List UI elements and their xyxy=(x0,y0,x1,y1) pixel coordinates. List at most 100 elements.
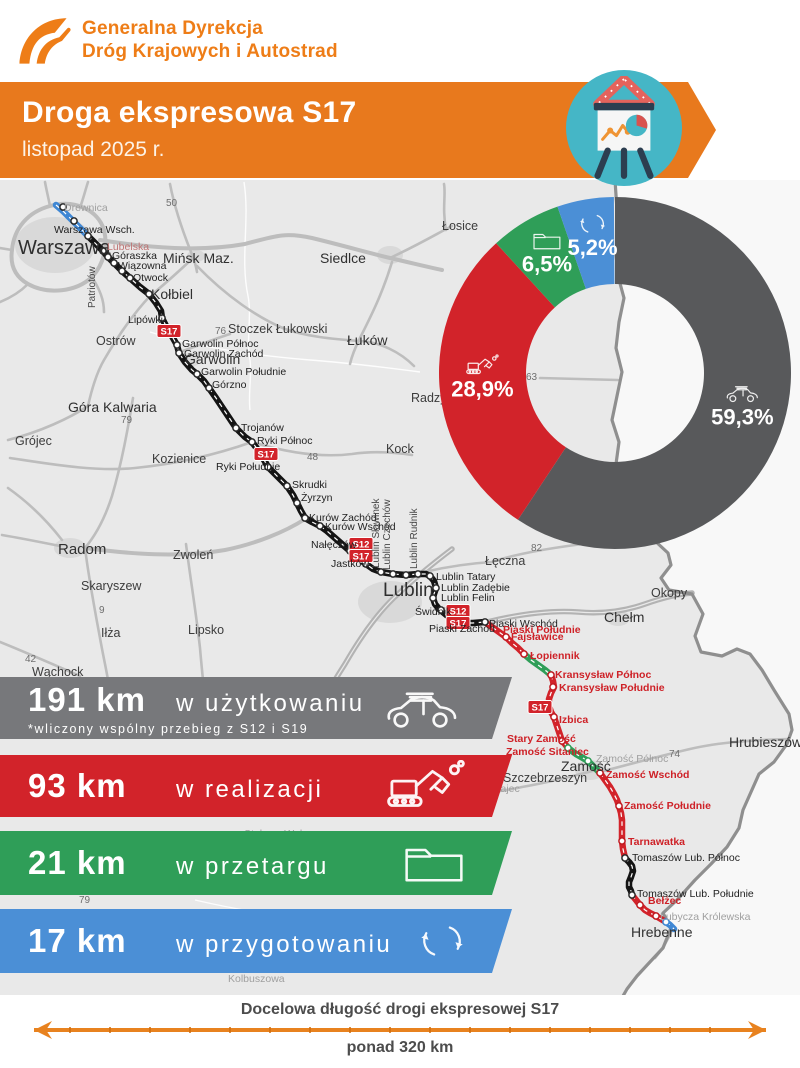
map-label: Piaski Zachód xyxy=(429,623,495,635)
interchange-node xyxy=(628,891,636,899)
interchange-node xyxy=(596,769,604,777)
map-label: Drewnica xyxy=(64,202,108,214)
map-label: Nałęczów xyxy=(311,539,357,551)
interchange-node xyxy=(118,267,126,275)
recycle-icon xyxy=(420,926,464,956)
map-label: Bełżec xyxy=(648,895,681,907)
logo-line2: Dróg Krajowych i Autostrad xyxy=(82,41,338,62)
map-label: Kransysław Południe xyxy=(559,682,665,694)
map-label: Piaski Południe xyxy=(503,624,581,636)
map-label: Lubelska xyxy=(107,241,149,253)
interchange-node xyxy=(389,570,397,578)
donut-slice-label: 59,3% xyxy=(711,404,773,429)
interchange-node xyxy=(652,912,660,920)
interchange-node xyxy=(502,633,510,641)
stat-label: w przygotowaniu xyxy=(176,931,393,958)
map-label: Łosice xyxy=(442,219,478,233)
route-centerline xyxy=(631,894,667,923)
map-label: Lipsko xyxy=(188,623,224,637)
map-label: Grójec xyxy=(15,434,52,448)
map-label: Żyrzyn xyxy=(301,491,333,504)
map-label: Patriotów xyxy=(87,266,98,308)
map-label: Zamość Sitaniec xyxy=(506,746,589,758)
map-label: Lublin xyxy=(383,580,434,601)
interchange-node xyxy=(520,650,528,658)
map-label: 74 xyxy=(669,749,681,760)
donut-slice-folder xyxy=(496,206,586,308)
length-arrow-icon xyxy=(34,1021,766,1039)
interchange-node xyxy=(547,671,555,679)
map-label: Mińsk Maz. xyxy=(163,250,234,266)
interchange-node xyxy=(264,463,272,471)
map-label: Garwolin xyxy=(185,351,240,367)
map-label: rajec xyxy=(497,783,520,795)
map-label: Kock xyxy=(386,442,415,456)
status-donut-chart: 59,3% 28,9% 6,5%5,2% xyxy=(438,197,792,549)
interchange-node xyxy=(193,370,201,378)
stat-value: 21 km xyxy=(28,844,127,881)
map-label: Wiązowna xyxy=(118,260,167,272)
map-label: Skrudki xyxy=(292,479,327,491)
stat-bar-w-przetargu: 21 km w przetargu xyxy=(0,831,512,895)
map-label: Łuków xyxy=(347,332,388,348)
map-label: 76 xyxy=(215,326,227,337)
stat-bar-w-realizacji: 93 km w realizacji xyxy=(0,755,512,817)
stat-bar-content: 93 km w realizacji xyxy=(28,755,512,817)
country-border xyxy=(610,180,794,995)
map-label: Ostrów xyxy=(96,334,137,348)
interchange-node xyxy=(426,572,434,580)
interchange-node xyxy=(621,854,629,862)
map-label: 79 xyxy=(121,415,133,426)
map-label: Lublin Rudnik xyxy=(409,507,420,569)
map-label: Skaryszew xyxy=(81,579,142,593)
interchange-node xyxy=(437,606,445,614)
map-label: Tomaszów Lub. Południe xyxy=(637,888,754,900)
stat-label: w użytkowaniu xyxy=(176,689,365,717)
interchange-node xyxy=(377,568,385,576)
map-label: Zamość xyxy=(561,758,611,774)
map-label: 42 xyxy=(25,654,37,665)
route-shield xyxy=(253,447,279,461)
map-label: Szczebrzeszyn xyxy=(503,771,587,785)
interchange-node xyxy=(293,499,301,507)
map-label: Lubycza Królewska xyxy=(660,911,751,923)
route-centerline xyxy=(523,653,552,676)
map-label: Tarnawatka xyxy=(628,836,685,848)
map-label: Zamość Wschód xyxy=(606,769,689,781)
footer-band: Docelowa długość drogi ekspresowej S17 p… xyxy=(0,995,800,1068)
map-label: Zwoleń xyxy=(173,548,213,562)
map-label: Stary Zamość xyxy=(507,733,576,745)
route-shield-label: S12 xyxy=(450,607,467,618)
interchange-node xyxy=(550,713,558,721)
interchange-node xyxy=(283,482,291,490)
gddkia-logo-text: Generalna Dyrekcja Dróg Krajowych i Auto… xyxy=(82,17,338,63)
map-label: Fajsławice xyxy=(511,631,564,643)
footer-total-length: ponad 320 km xyxy=(346,1039,454,1056)
folder-icon xyxy=(405,848,463,882)
interchange-node xyxy=(549,683,557,691)
interchange-node xyxy=(84,232,92,240)
interchange-node xyxy=(59,203,67,211)
map-label: Łęczna xyxy=(485,554,525,568)
map-label: Garwolin Zachód xyxy=(184,348,264,360)
route-shield xyxy=(527,700,553,714)
map-label: Warszawa Wsch. xyxy=(54,224,135,236)
map-label: Trojanów xyxy=(241,422,284,434)
interchange-node xyxy=(662,918,670,926)
map-label: 48 xyxy=(307,452,319,463)
interchange-node xyxy=(564,744,572,752)
map-label: Chełm xyxy=(604,609,644,625)
presentation-easel-icon xyxy=(593,76,655,179)
map-label: 50 xyxy=(166,198,178,209)
interchange-node xyxy=(173,341,181,349)
map-label: Lublin Zadębie xyxy=(441,582,510,594)
interchange-node xyxy=(99,247,107,255)
map-label: Ryki Południe xyxy=(216,461,280,473)
map-label: Zamość Południe xyxy=(624,800,711,812)
stat-value: 93 km xyxy=(28,767,127,804)
route-centerline xyxy=(624,857,634,896)
map-label: Hrubieszów xyxy=(729,734,800,750)
map-labels: Warszawa Lublin Radom Zamość Chełm Garwolin Hr… xyxy=(15,198,800,985)
donut-slice-label: 5,2% xyxy=(567,235,617,260)
